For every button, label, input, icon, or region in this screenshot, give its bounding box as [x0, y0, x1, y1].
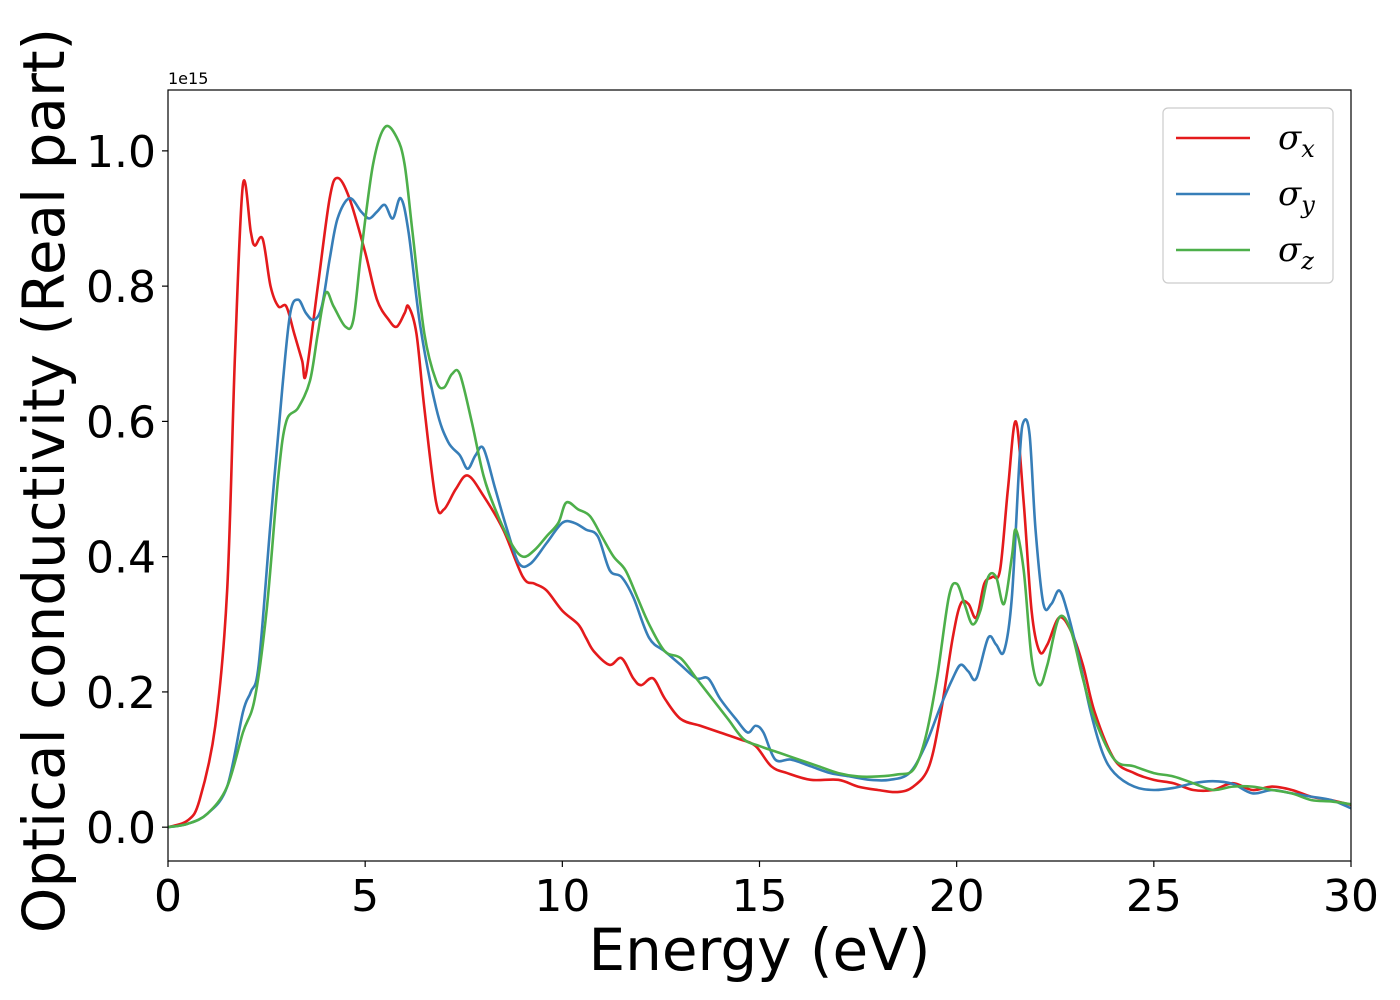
y-tick-label: 0.8: [86, 262, 156, 313]
y-tick-label: 1.0: [86, 127, 156, 178]
y-tick-label: 0.0: [86, 803, 156, 854]
y-offset-label: 1e15: [168, 69, 208, 88]
x-tick-label: 25: [1126, 871, 1182, 922]
legend-label-z: σz: [1278, 230, 1314, 275]
y-axis: 0.0 0.2 0.4 0.6 0.8 1.0: [86, 127, 168, 854]
legend: σx σy σz: [1162, 107, 1334, 284]
x-axis-title: Energy (eV): [588, 916, 930, 984]
y-tick-label: 0.2: [86, 668, 156, 719]
x-tick-label: 15: [732, 871, 788, 922]
x-axis: 0 5 10 15 20 25 30: [154, 861, 1379, 922]
x-tick-label: 20: [929, 871, 985, 922]
legend-label-x: σx: [1278, 118, 1315, 163]
y-axis-title: Optical conductivity (Real part): [10, 28, 78, 933]
series-line-y: [167, 196, 1352, 829]
x-tick-label: 5: [351, 871, 379, 922]
legend-label-y: σy: [1278, 174, 1315, 219]
series-line-z: [167, 124, 1352, 829]
x-tick-label: 30: [1323, 871, 1379, 922]
x-tick-label: 10: [534, 871, 590, 922]
legend-box: [1162, 107, 1334, 284]
x-tick-label: 0: [154, 871, 182, 922]
series-lines: [167, 124, 1352, 829]
y-tick-label: 0.6: [86, 397, 156, 448]
y-tick-label: 0.4: [86, 533, 156, 584]
